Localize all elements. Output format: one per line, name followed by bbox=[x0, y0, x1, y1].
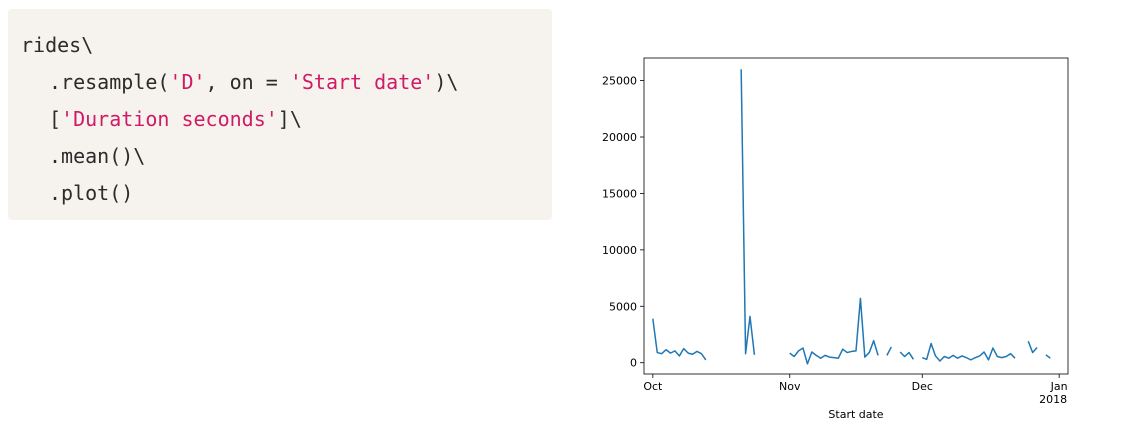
y-axis: 0 5000 10000 15000 20000 25000 bbox=[602, 75, 644, 370]
y-tick-label: 10000 bbox=[602, 244, 637, 257]
series-line-segment-2 bbox=[740, 69, 756, 355]
line-chart: 0 5000 10000 15000 20000 25000 Oct Nov Dec Jan20… bbox=[602, 57, 1069, 420]
series-duration-seconds bbox=[652, 69, 1051, 365]
series-line-segment-8 bbox=[1045, 354, 1051, 359]
series-line-segment-3 bbox=[789, 297, 879, 365]
y-tick-label: 20000 bbox=[602, 131, 637, 144]
code-line-2: .resample('D', on = 'Start date')\ bbox=[21, 64, 552, 101]
code-line-1: rides\ bbox=[21, 27, 552, 64]
y-tick-label: 15000 bbox=[602, 187, 637, 200]
x-tick-label-year: 2018 bbox=[1039, 393, 1067, 406]
code-cell: rides\ .resample('D', on = 'Start date')… bbox=[8, 9, 552, 220]
code-line-3: ['Duration seconds']\ bbox=[21, 101, 552, 138]
code-text: rides\ bbox=[21, 33, 94, 57]
y-tick-label: 5000 bbox=[609, 300, 637, 313]
x-tick-label: Jan bbox=[1050, 380, 1068, 393]
y-tick-label: 0 bbox=[630, 357, 637, 370]
code-text: .mean()\ bbox=[49, 144, 146, 168]
code-text: .resample( bbox=[49, 70, 170, 94]
x-tick-label: Nov bbox=[779, 380, 801, 393]
x-axis-label: Start date bbox=[828, 408, 883, 420]
code-text: .plot() bbox=[49, 181, 134, 205]
code-text: ]\ bbox=[277, 107, 302, 131]
x-tick-label: Dec bbox=[912, 380, 933, 393]
code-text: )\ bbox=[434, 70, 459, 94]
code-line-5: .plot() bbox=[21, 175, 552, 212]
y-tick-label: 25000 bbox=[602, 75, 637, 88]
code-string: 'Duration seconds' bbox=[61, 107, 278, 131]
series-line-segment-1 bbox=[652, 318, 707, 361]
series-line-segment-5 bbox=[899, 351, 915, 360]
code-text: , on = bbox=[205, 70, 290, 94]
code-string: 'Start date' bbox=[289, 70, 435, 94]
plot-frame bbox=[643, 57, 1069, 375]
series-line-segment-7 bbox=[1027, 340, 1038, 354]
series-line-segment-6 bbox=[921, 342, 1016, 362]
code-text: [ bbox=[49, 107, 62, 131]
x-tick-label: Oct bbox=[643, 380, 663, 393]
code-line-4: .mean()\ bbox=[21, 138, 552, 175]
code-string: 'D' bbox=[169, 70, 206, 94]
series-line-segment-4 bbox=[886, 346, 892, 356]
